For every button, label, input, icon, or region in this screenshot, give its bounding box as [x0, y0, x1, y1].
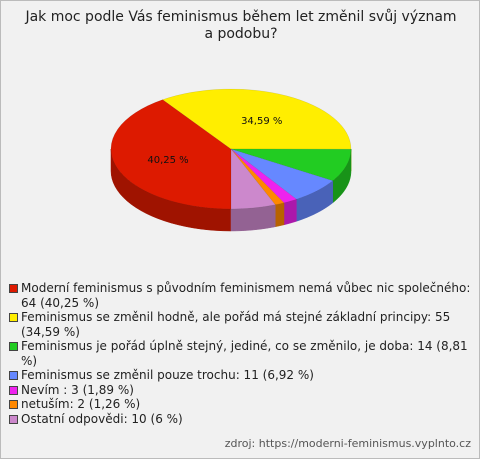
legend-swatch [9, 371, 18, 380]
slice [230, 148, 297, 204]
legend-item: Moderní feminismus s původním feminismem… [9, 281, 471, 310]
chart-title: Jak moc podle Vás feminismus během let z… [25, 9, 457, 42]
slice [162, 88, 352, 150]
legend-swatch [9, 313, 18, 322]
legend-label: Moderní feminismus s původním feminismem… [21, 281, 471, 310]
source: zdroj: https://moderni-feminismus.vyplnt… [224, 437, 471, 450]
legend-swatch [9, 414, 18, 424]
legend-label: Feminismus je pořád úplně stejný, jediné… [21, 339, 468, 368]
legend-item: Feminismus se změnil hodně, ale pořád má… [9, 310, 471, 339]
legend-swatch [9, 284, 18, 293]
value-label: 40,25 % [147, 155, 188, 166]
legend-label: Feminismus se změnil hodně, ale pořád má… [21, 310, 451, 339]
legend-label: Feminismus se změnil pouze trochu: 11 (6… [21, 368, 314, 382]
legend-item: Nevím : 3 (1,89 %) [9, 383, 471, 398]
legend-swatch [9, 400, 18, 409]
legend-item: netuším: 2 (1,26 %) [9, 397, 471, 412]
slice [230, 148, 352, 182]
slice [230, 148, 276, 210]
slice-side [283, 198, 297, 226]
legend-item: Feminismus se změnil pouze trochu: 11 (6… [9, 368, 471, 383]
legend-item: Feminismus je pořád úplně stejný, jediné… [9, 339, 471, 368]
value-label: 34,59 % [241, 116, 282, 127]
slice [110, 99, 232, 210]
legend-label: Nevím : 3 (1,89 %) [21, 382, 134, 397]
legend-swatch [9, 342, 18, 351]
legend-label: netuším: 2 (1,26 %) [21, 397, 141, 411]
slice [230, 148, 285, 206]
legend: Moderní feminismus s původním feminismem… [9, 281, 471, 426]
legend-swatch [9, 385, 18, 395]
legend-label: Ostatní odpovědi: 10 (6 %) [21, 411, 183, 426]
slice-side [275, 202, 285, 228]
slice [230, 148, 334, 200]
legend-item: Ostatní odpovědi: 10 (6 %) [9, 412, 471, 427]
